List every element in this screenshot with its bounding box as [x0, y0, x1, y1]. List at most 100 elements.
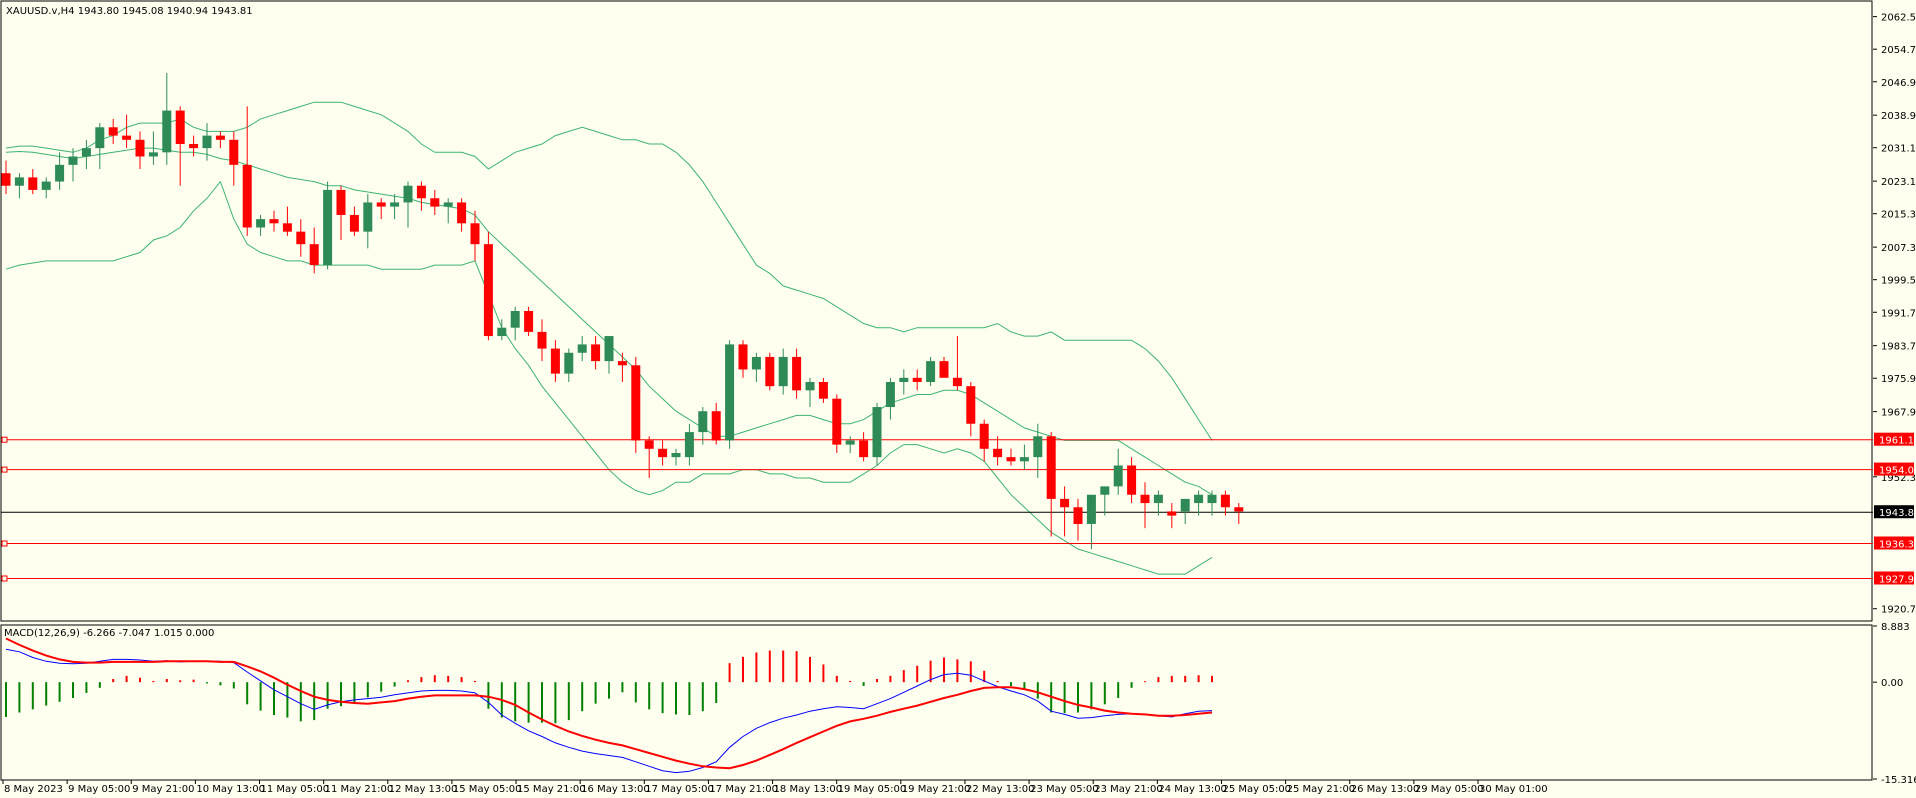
price-axis-label: 2015.30 [1881, 210, 1916, 221]
price-axis-label: 1991.70 [1881, 308, 1916, 319]
candlesticks [1, 72, 1244, 550]
candle-body [269, 219, 279, 224]
price-level-tag [1874, 432, 1914, 446]
macd-info: MACD(12,26,9) -6.266 -7.047 1.015 0.000 [4, 628, 214, 639]
candle-body [537, 331, 547, 349]
candle-body [363, 202, 373, 232]
macd-window[interactable]: MACD(12,26,9) -6.266 -7.047 1.015 0.000 [0, 624, 1873, 781]
candle-body [470, 223, 480, 245]
candle-body [1046, 436, 1056, 499]
candle-body [1006, 457, 1016, 462]
candle-body [644, 440, 654, 449]
price-axis-label: 1975.90 [1881, 374, 1916, 385]
candle-body [376, 202, 386, 207]
time-axis-label: 15 May 05:00 [453, 784, 522, 795]
candle-body [1220, 494, 1230, 508]
candle-body [1207, 494, 1217, 504]
candle-body [1073, 507, 1083, 524]
candle-body [738, 344, 748, 370]
current-price-tag [1874, 505, 1914, 519]
price-level-handle [1, 466, 8, 473]
candle-body [711, 411, 721, 441]
price-axis-label: 2054.70 [1881, 45, 1916, 56]
time-axis-label: 17 May 05:00 [645, 784, 714, 795]
candle-body [1100, 486, 1110, 495]
candle-body [256, 219, 266, 228]
price-axis-label: 1983.70 [1881, 342, 1916, 353]
candle-body [215, 135, 225, 140]
macd-window-frame [0, 624, 1873, 781]
candle-body [604, 336, 614, 362]
candle-body [899, 377, 909, 382]
candle-body [1140, 494, 1150, 504]
candle-body [658, 448, 668, 458]
candle-body [95, 127, 105, 149]
candle-body [202, 135, 212, 149]
candle-body [1167, 511, 1177, 516]
time-axis[interactable]: 8 May 2023 9 May 05:00 9 May 21:00 10 May 1… [2, 780, 1548, 795]
candle-body [457, 202, 467, 224]
macd-axis[interactable]: 8.883 0.00 -15.316 [1873, 622, 1916, 786]
price-level-tag-label: 1954.02 [1879, 466, 1916, 477]
candle-body [162, 110, 172, 153]
time-axis-label: 25 May 05:00 [1222, 784, 1291, 795]
candle-body [416, 185, 426, 199]
price-axis[interactable]: 2062.50 2054.70 2046.90 2038.90 2031.10 2023.… [1873, 13, 1916, 616]
candle-body [979, 423, 989, 449]
time-axis-label: 29 May 05:00 [1415, 784, 1484, 795]
time-axis-label: 25 May 21:00 [1287, 784, 1356, 795]
candle-body [390, 202, 400, 207]
candle-body [309, 244, 319, 266]
macd-histogram [5, 650, 1213, 724]
candle-body [671, 452, 681, 458]
time-axis-label: 15 May 21:00 [517, 784, 586, 795]
candle-body [510, 311, 520, 328]
time-axis-label: 22 May 13:00 [966, 784, 1035, 795]
candle-body [135, 139, 145, 157]
candle-body [1153, 494, 1163, 504]
price-axis-label: 2007.30 [1881, 243, 1916, 254]
price-axis-label: 2031.10 [1881, 144, 1916, 155]
price-window[interactable]: XAUUSD.v,H4 1943.80 1945.08 1940.94 1943… [0, 0, 1873, 622]
candle-body [403, 185, 413, 203]
candle-body [282, 223, 292, 232]
candle-body [926, 361, 936, 382]
candle-body [1180, 498, 1190, 512]
candle-body [14, 177, 24, 186]
time-axis-label: 23 May 05:00 [1030, 784, 1099, 795]
candle-body [765, 356, 775, 387]
time-axis-label: 23 May 21:00 [1094, 784, 1163, 795]
time-axis-label: 19 May 21:00 [902, 784, 971, 795]
candle-body [1019, 457, 1029, 462]
price-level-tag [1874, 571, 1914, 585]
candle-body [189, 143, 199, 149]
candle-body [778, 356, 788, 387]
price-axis-label: 2062.50 [1881, 13, 1916, 24]
price-level-handle [1, 540, 8, 547]
candle-body [108, 127, 118, 136]
candle-body [631, 365, 641, 441]
candle-body [698, 411, 708, 433]
price-axis-label: 1952.30 [1881, 473, 1916, 484]
candle-body [1194, 494, 1204, 504]
candle-body [336, 189, 346, 215]
time-axis-label: 26 May 13:00 [1351, 784, 1420, 795]
candle-body [497, 327, 507, 337]
horizontal-levels[interactable] [1, 436, 1873, 582]
price-axis-label: 1999.50 [1881, 276, 1916, 287]
time-axis-label: 9 May 21:00 [132, 784, 194, 795]
candle-body [577, 344, 587, 353]
candle-body [885, 381, 895, 408]
macd-axis-label: -15.316 [1881, 775, 1916, 786]
price-axis-label: 1967.90 [1881, 408, 1916, 419]
candle-body [1113, 465, 1123, 487]
time-axis-label: 12 May 13:00 [389, 784, 458, 795]
price-level-tag-label: 1927.94 [1879, 574, 1916, 585]
candle-body [792, 356, 802, 391]
candle-body [805, 381, 815, 391]
time-axis-label: 18 May 13:00 [774, 784, 843, 795]
candle-body [966, 386, 976, 424]
candle-body [28, 177, 38, 190]
price-level-tag [1874, 536, 1914, 550]
